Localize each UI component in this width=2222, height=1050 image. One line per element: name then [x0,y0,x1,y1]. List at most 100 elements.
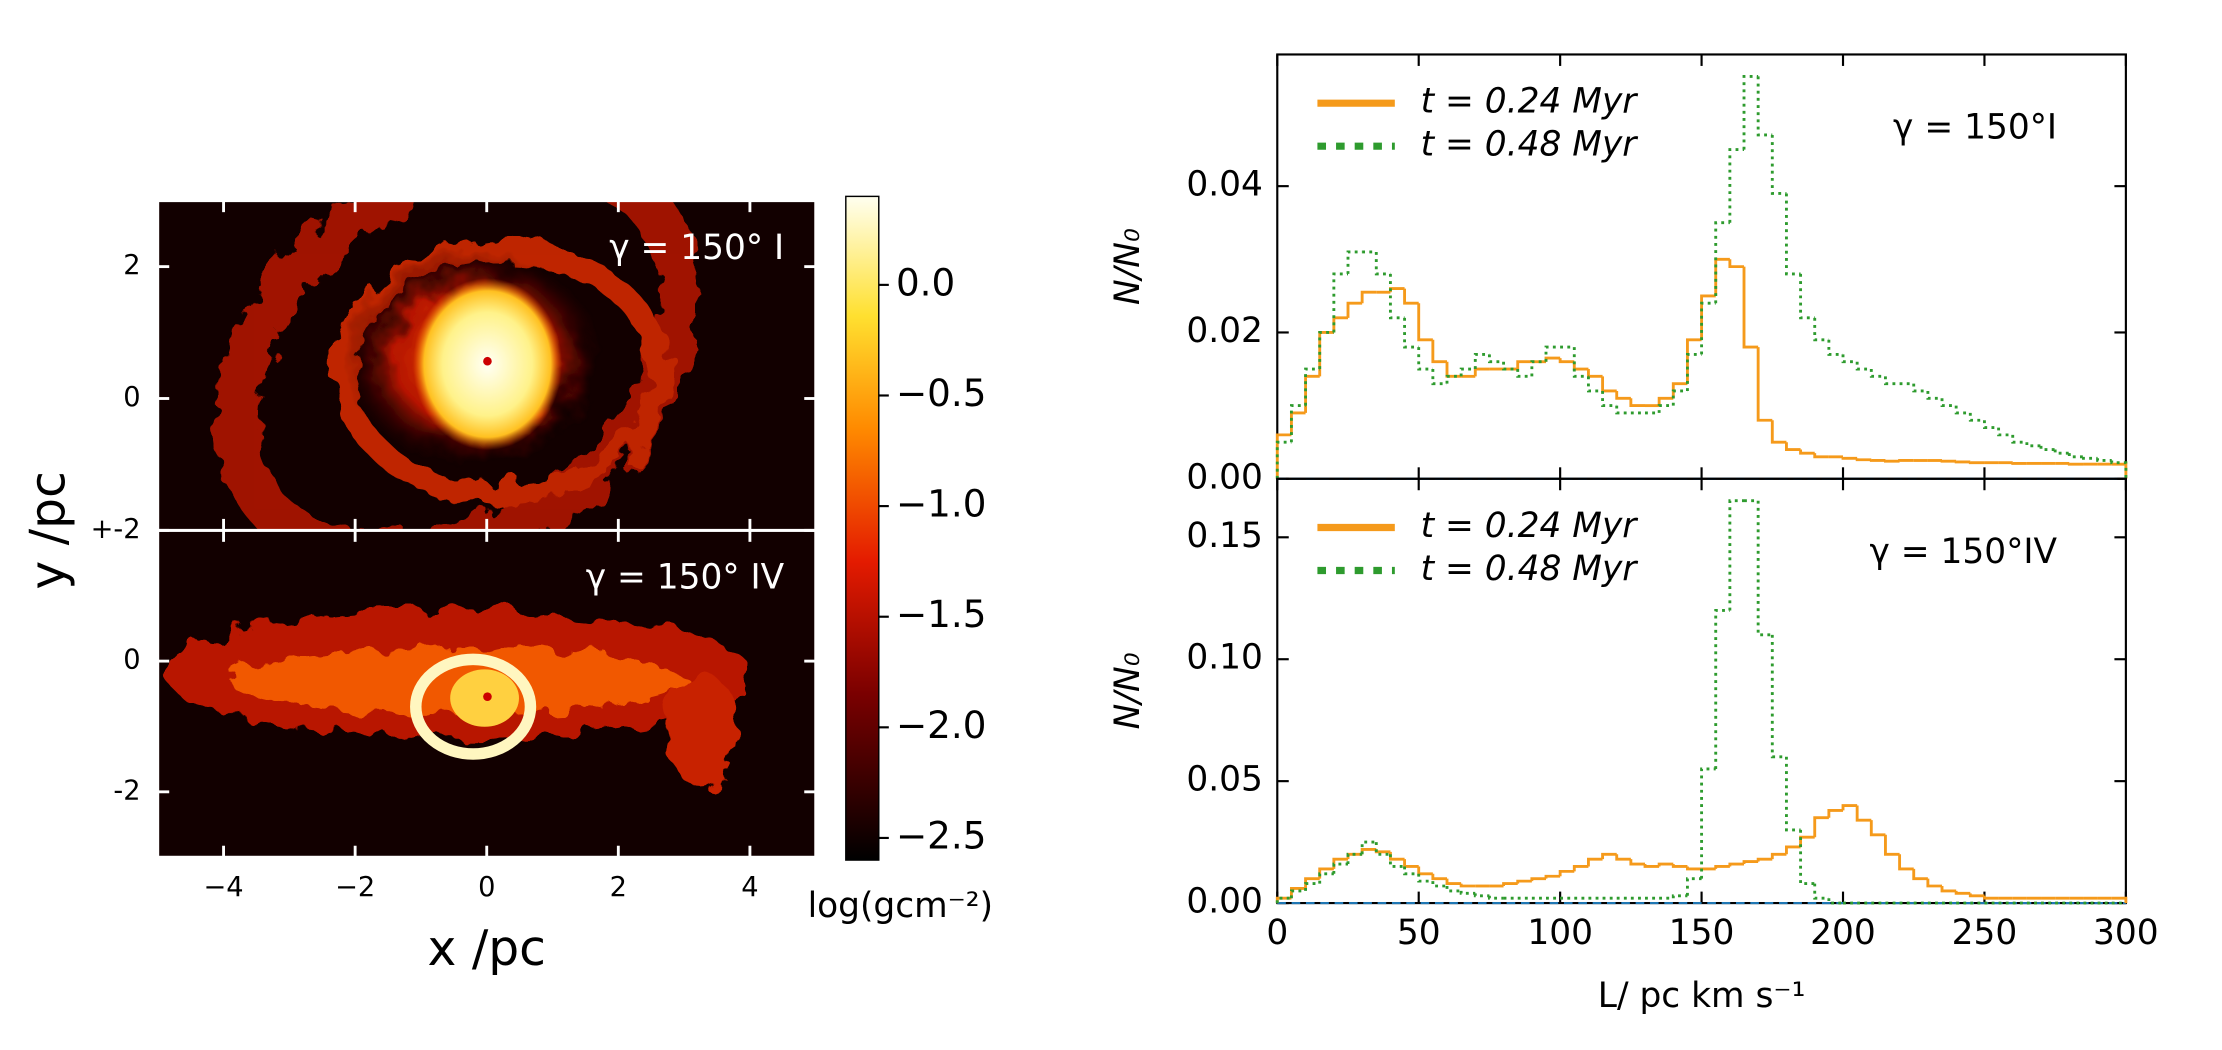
histogram-step [1671,382,1688,399]
histogram-step [1332,316,1348,333]
histogram-step [1983,895,1999,900]
histogram-step [1714,609,1730,769]
histogram-step [2111,462,2128,479]
histogram-step [1643,864,1660,868]
histogram-step [1289,404,1306,443]
histogram-step [1785,442,1801,451]
histogram-step [1516,369,1532,378]
histogram-step [1374,842,1391,856]
histogram-step [1884,834,1900,856]
y-axis-label: N/N₀ [1108,652,1148,729]
x-tick-label: 200 [1810,913,1876,953]
y-tick-label: -2 [113,775,140,806]
histogram-step [2011,434,2027,444]
histogram-step [1417,873,1433,883]
histogram-step [1304,374,1320,413]
histogram-step [1714,257,1730,296]
histogram-step [1714,221,1730,304]
histogram-step [1813,453,1829,459]
histogram-step [1799,273,1815,320]
histogram-step [1954,890,1971,895]
histogram-step [1756,76,1773,137]
y-tick-label: 0 [123,382,140,413]
colorbar-tick-label: −2.0 [896,703,986,747]
x-tick-label: −4 [203,872,243,903]
histogram-step [2025,442,2042,448]
histogram-step [1799,449,1815,455]
histogram-step [2096,458,2112,462]
histogram-step [1360,840,1377,855]
histogram-step [1799,835,1815,847]
density-map-top [157,200,816,531]
histogram-step [1728,148,1745,223]
histogram-step [1544,874,1561,879]
histogram-step [1388,854,1405,868]
colorbar-tick-label: −1.5 [896,592,986,636]
histogram-step [1657,404,1674,413]
histogram-step [1728,499,1745,611]
histogram-step [1431,873,1447,881]
histogram-step [1997,427,2013,437]
histogram-step [1869,369,1886,378]
histogram-step [1700,767,1716,879]
histogram-step [1587,376,1603,393]
histogram-step [2110,460,2128,479]
histogram-step [1685,352,1702,391]
x-tick-label: 2 [610,872,627,903]
histogram-step [1289,889,1306,899]
legend-label: t = 0.24 Myr [1421,506,1639,546]
histogram-step [1884,376,1900,386]
histogram-step [1615,390,1631,400]
histogram-step [1360,847,1377,855]
x-tick-label: 150 [1669,913,1735,953]
histogram-step [1813,317,1829,342]
x-axis-label: L/ pc km s⁻¹ [1598,976,1806,1016]
histogram-step [1346,301,1363,318]
histogram-step [1841,456,1858,460]
histogram-step [1445,878,1462,885]
histogram-step [1785,193,1801,276]
histogram-step [1770,852,1787,860]
histogram-step [1445,361,1462,378]
histogram-step [1587,857,1603,867]
histogram-step [1516,360,1532,370]
histogram-step [1685,338,1702,384]
histogram-step [1785,756,1801,832]
histogram-step [1629,398,1646,408]
histogram-step [1289,411,1306,435]
histogram-step [1487,354,1504,364]
histogram-step [1275,896,1292,904]
histogram-step [1388,287,1405,293]
histogram-step [2053,449,2070,455]
histogram-step [1403,288,1419,305]
histogram-step [1473,352,1490,370]
histogram-step [1346,852,1363,865]
histogram-step [1728,862,1745,867]
histogram-step [1926,878,1943,888]
histogram-step [1572,865,1589,872]
histogram-step [1403,859,1419,868]
histogram-step [1360,290,1377,304]
y-tick-label: 0.00 [1186,457,1263,497]
histogram-step [1473,367,1490,377]
histogram-step [1827,898,1844,905]
histogram-step [2039,445,2056,451]
histogram-step [1403,317,1419,349]
histogram-step [1473,893,1490,898]
histogram-step [1417,303,1433,342]
histogram-step [1431,369,1447,386]
colorbar-tick-label: −0.5 [896,371,986,415]
histogram-step [1530,877,1547,882]
histogram-step [2067,462,2084,466]
histogram-step [1657,396,1674,406]
histogram-step [1304,877,1320,889]
histogram-step [1912,383,1928,393]
histogram-step [1601,390,1617,408]
x-axis-label: x /pc [428,921,546,977]
histogram-step [1685,877,1702,896]
histogram-step [1813,816,1829,838]
histogram-step [1445,886,1462,893]
histogram-step [1275,440,1292,479]
histogram-step [1770,634,1787,759]
